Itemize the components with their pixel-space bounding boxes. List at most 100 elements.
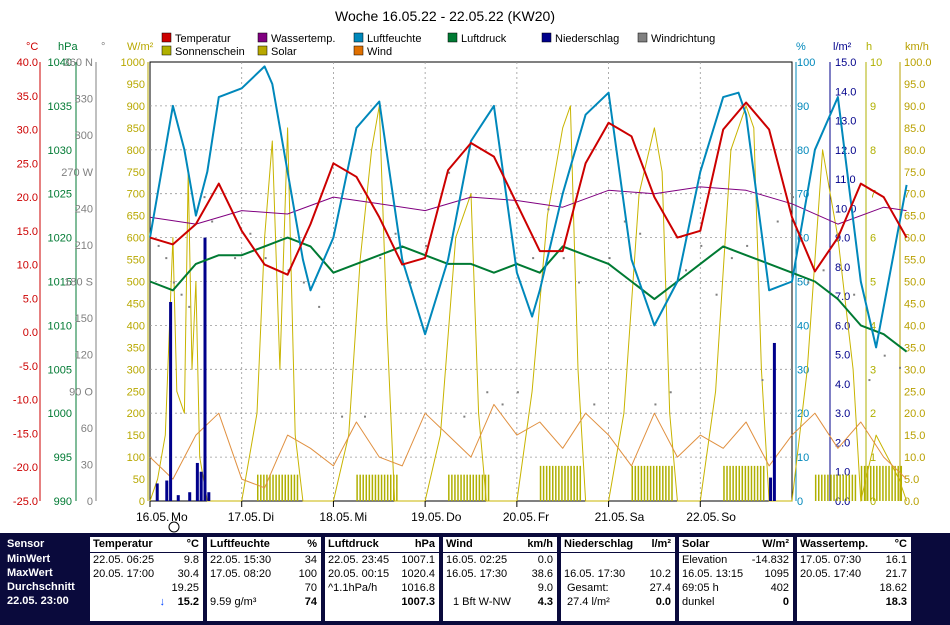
rain-bar [195, 462, 199, 501]
solar-title: Solar [682, 538, 710, 550]
rain-bar [165, 480, 169, 501]
axis-tick-label: 15.0 [835, 57, 856, 69]
wind-direction-dot [532, 257, 535, 260]
pressure-max: 1020.4 [401, 568, 435, 580]
sunshine-bar [756, 465, 759, 501]
axis-tick-label: 1 [870, 452, 876, 464]
wind-max-time: 16.05. 17:30 [446, 568, 508, 580]
sunshine-bar [869, 465, 872, 501]
rain-total-label: Gesamt: [567, 582, 609, 594]
axis-tick-label: 250 [127, 386, 145, 398]
axis-tick-label: 450 [127, 298, 145, 310]
sunshine-bar [873, 465, 875, 501]
axis-tick-label: 35.0 [17, 91, 38, 103]
axis-tick-label: 1000 [48, 408, 72, 420]
axis-tick-label: 100.0 [904, 57, 932, 69]
sunshine-bar [631, 465, 633, 501]
water-max-time: 20.05. 17:40 [800, 568, 862, 580]
axis-tick-label: 1025 [48, 189, 72, 201]
pressure-min: 1007.1 [401, 554, 435, 566]
sunshine-bar [637, 465, 640, 501]
rain-bar [169, 301, 173, 501]
legend-entry: Sonnenschein [175, 46, 245, 58]
axis-tick-label: 330 [75, 94, 93, 106]
axis-tick-label: 30 [797, 364, 809, 376]
wind-min: 0.0 [537, 554, 553, 566]
sunshine-bar [845, 474, 847, 501]
axis-tick-label: 1020 [48, 233, 72, 245]
sunshine-bar [454, 474, 456, 501]
grid [149, 61, 793, 502]
rain-bar [188, 492, 192, 501]
x-label-day: Di [263, 510, 274, 524]
sunshine-bar [293, 474, 296, 501]
axis-tick-label: 50 [133, 474, 145, 486]
axis-tick-label: 0.0 [904, 496, 919, 508]
wind-direction-dot [685, 269, 687, 272]
legend-entry: Luftfeuchte [367, 33, 421, 45]
x-label-day: Do [446, 510, 462, 524]
rain-bar [176, 495, 180, 501]
sunshine-bar [377, 474, 380, 501]
sunshine-bar [383, 474, 386, 501]
legend-swatch [161, 45, 172, 56]
axis-unit: l/m² [833, 41, 852, 53]
sunshine-bar [466, 474, 468, 501]
x-label-day: So [721, 510, 736, 524]
sunshine-bar [463, 474, 465, 501]
axis-tick-label: 85.0 [904, 123, 925, 135]
sunshine-bar [469, 474, 471, 501]
rain-sum: 27.4 l/m² [567, 596, 610, 608]
rain-bar [772, 342, 776, 501]
humidity-max: 100 [298, 568, 317, 580]
sunshine-bar [649, 465, 652, 501]
axis-tick-label: 850 [127, 123, 145, 135]
water-current: 18.3 [885, 596, 907, 608]
axis-tick-label: 1000 [121, 57, 145, 69]
sunshine-bar [555, 465, 557, 501]
axis-tick-label: 3.0 [835, 408, 850, 420]
axis-tick-label: 8 [870, 145, 876, 157]
water-max: 21.7 [885, 568, 907, 580]
axis-tick-label: 45.0 [904, 298, 925, 310]
axis-tick-label: 20.0 [17, 192, 38, 204]
axis-tick-label: 30 [81, 459, 93, 471]
axis-tick-label: 600 [127, 233, 145, 245]
sunshine-bar [842, 474, 844, 501]
sunshine-bar [665, 465, 667, 501]
sunshine-bar [570, 465, 572, 501]
axis-tick-label: 750 [127, 167, 145, 179]
rain-bar [199, 471, 203, 501]
solar-current: 0 [782, 596, 789, 608]
sunshine-bar [365, 474, 368, 501]
axis-tick-label: 0 [870, 496, 876, 508]
x-label-date: 18.05. [319, 510, 352, 524]
wind-direction-dot [211, 220, 214, 223]
wind-direction-dot [608, 257, 611, 260]
axis-tick-label: 9 [870, 101, 876, 113]
axis-tick-label: 13.0 [835, 116, 856, 128]
axis-tick-label: 400 [127, 320, 145, 332]
sunshine-bar [380, 474, 383, 501]
sunshine-bar [287, 474, 290, 501]
axis-tick-label: 70.0 [904, 189, 925, 201]
sunshine-bar [542, 465, 545, 501]
axis-tick-label: 700 [127, 189, 145, 201]
axis-tick-label: 800 [127, 145, 145, 157]
x-label-day: Fr [538, 510, 549, 524]
wind-direction-dot [264, 257, 267, 260]
sunshine-bar [266, 474, 268, 501]
solar-elevation-label: Elevation [682, 554, 728, 566]
temperature-unit: °C [186, 538, 199, 550]
temperature-current: 15.2 [177, 596, 199, 608]
time-marker-icon [168, 521, 180, 533]
sunshine-bar [275, 474, 277, 501]
label-current: 22.05. 23:00 [7, 595, 69, 607]
sunshine-bar [539, 465, 542, 501]
sunshine-bar [879, 465, 881, 501]
temperature-max: 30.4 [177, 568, 199, 580]
axis-tick-label: 0 [797, 496, 803, 508]
axis-tick-label: 1005 [48, 364, 72, 376]
x-label-day: Mi [354, 510, 367, 524]
sunshine-bar [640, 465, 643, 501]
